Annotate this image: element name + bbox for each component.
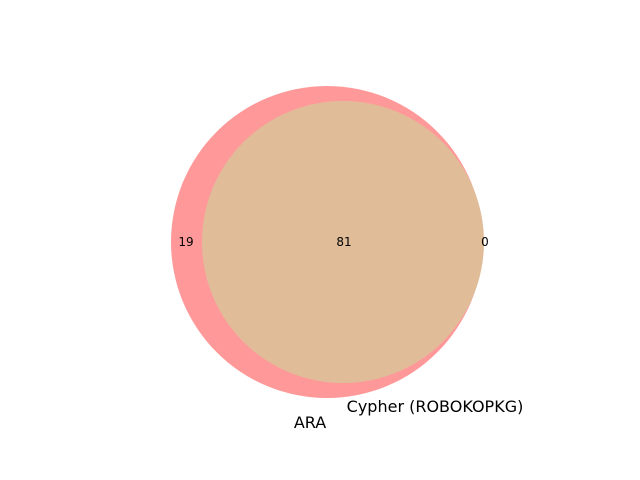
set-b-label: Cypher (ROBOKOPKG) xyxy=(347,397,524,416)
region-only-b-count: 0 xyxy=(481,235,489,249)
set-a-label: ARA xyxy=(294,413,326,432)
region-only-a-count: 19 xyxy=(178,235,193,249)
region-intersection-count: 81 xyxy=(336,235,351,249)
set-b-circle xyxy=(202,101,484,383)
